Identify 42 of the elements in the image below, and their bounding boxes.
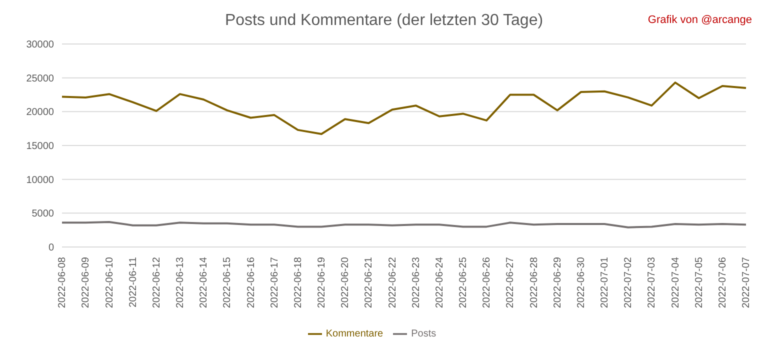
- y-tick-label: 25000: [26, 73, 54, 84]
- x-tick-label: 2022-07-01: [600, 256, 611, 308]
- x-tick-label: 2022-06-29: [552, 256, 564, 308]
- x-tick-label: 2022-06-21: [364, 256, 375, 308]
- x-tick-label: 2022-06-19: [316, 256, 328, 308]
- x-tick-label: 2022-06-13: [175, 256, 186, 308]
- x-tick-label: 2022-06-09: [80, 256, 92, 308]
- x-tick-label: 2022-06-12: [151, 256, 162, 308]
- x-tick-label: 2022-06-08: [57, 256, 68, 308]
- x-tick-label: 2022-06-27: [505, 256, 516, 308]
- x-tick-label: 2022-06-10: [104, 256, 116, 308]
- chart-title: Posts und Kommentare (der letzten 30 Tage): [224, 12, 544, 29]
- x-tick-label: 2022-06-11: [128, 256, 139, 308]
- text: Grafik von @arcange: [648, 14, 752, 26]
- x-tick-label: 2022-07-03: [646, 256, 658, 308]
- x-tick-label: 2022-06-28: [528, 256, 540, 308]
- y-tick-label: 20000: [26, 107, 54, 118]
- x-tick-label: 2022-07-05: [694, 256, 705, 308]
- x-tick-label: 2022-06-18: [292, 256, 304, 308]
- legend-label: Kommentare: [326, 328, 384, 340]
- x-tick-label: 2022-06-16: [246, 256, 257, 308]
- y-tick-label: 0: [48, 242, 54, 254]
- x-tick-label: 2022-06-17: [269, 256, 280, 308]
- line-series: [61, 82, 747, 135]
- x-tick-label: 2022-06-22: [387, 256, 398, 308]
- x-tick-label: 2022-06-26: [482, 256, 493, 308]
- y-tick-label: 15000: [26, 141, 54, 152]
- x-tick-label: 2022-06-20: [340, 256, 352, 308]
- x-tick-label: 2022-06-15: [222, 256, 234, 308]
- x-tick-label: 2022-06-24: [434, 256, 446, 308]
- x-tick-label: 2022-07-06: [718, 256, 729, 308]
- y-tick-label: 30000: [26, 40, 54, 51]
- x-tick-label: 2022-06-23: [410, 256, 422, 308]
- y-tick-label: 10000: [26, 174, 54, 186]
- x-tick-label: 2022-06-25: [458, 256, 470, 308]
- x-tick-label: 2022-07-02: [623, 256, 634, 308]
- x-tick-label: 2022-07-04: [670, 256, 682, 308]
- x-tick-label: 2022-06-14: [198, 256, 210, 308]
- x-tick-label: 2022-07-07: [741, 256, 752, 308]
- x-tick-label: 2022-06-30: [576, 256, 587, 308]
- legend-label: Posts: [411, 328, 436, 340]
- y-tick-label: 5000: [32, 208, 54, 220]
